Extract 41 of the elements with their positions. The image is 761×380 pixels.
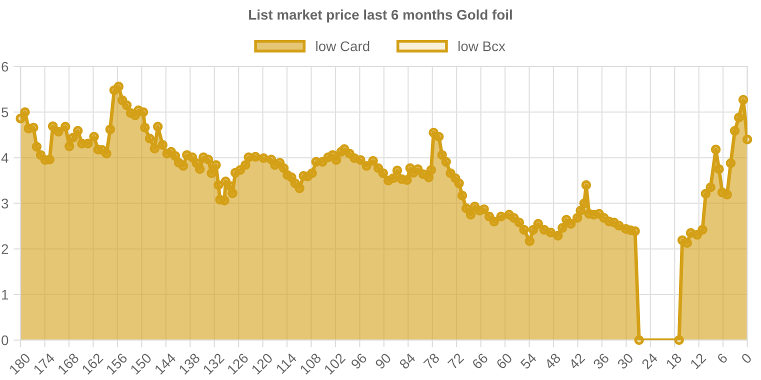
- x-tick-label: 108: [299, 352, 322, 375]
- x-tick-label: 132: [202, 352, 225, 375]
- x-tick-label: 138: [178, 352, 201, 375]
- x-tick-label: 96: [350, 352, 368, 370]
- y-tick-label: 6: [2, 62, 8, 72]
- y-tick-label: 2: [2, 244, 8, 254]
- y-tick-label: 0: [2, 335, 8, 346]
- x-tick-label: 162: [81, 352, 104, 375]
- x-tick-label: 6: [716, 352, 728, 364]
- x-tick-label: 0: [740, 352, 752, 364]
- x-tick-label: 84: [398, 352, 416, 370]
- chart-title: List market price last 6 months Gold foil: [249, 10, 512, 22]
- x-tick-label: 126: [226, 352, 249, 375]
- x-tick-label: 54: [520, 352, 538, 370]
- x-tick-label: 180: [8, 352, 31, 375]
- x-tick-label: 120: [251, 352, 274, 375]
- x-tick-label: 78: [423, 352, 440, 370]
- x-tick-label: 144: [154, 352, 176, 375]
- x-tick-label: 60: [496, 352, 513, 370]
- y-tick-label: 5: [2, 108, 8, 118]
- x-tick-label: 18: [666, 352, 682, 370]
- legend-label: low Card: [316, 41, 370, 52]
- x-tick-label: 114: [276, 352, 298, 374]
- x-tick-label: 12: [690, 352, 706, 370]
- x-tick-label: 42: [568, 352, 586, 370]
- x-tick-label: 102: [324, 352, 346, 375]
- x-tick-label: 30: [616, 352, 634, 370]
- x-tick-label: 156: [106, 352, 128, 375]
- x-tick-label: 48: [544, 352, 562, 370]
- x-tick-label: 168: [57, 352, 80, 375]
- y-tick-label: 4: [1, 153, 8, 163]
- x-tick-label: 72: [447, 352, 464, 370]
- x-tick-label: 24: [641, 352, 658, 370]
- x-tick-label: 150: [130, 352, 152, 375]
- x-tick-label: 174: [33, 352, 56, 375]
- x-tick-label: 90: [374, 352, 392, 370]
- x-tick-label: 36: [592, 352, 610, 370]
- x-tick-label: 66: [472, 352, 488, 370]
- legend-label: low Bcx: [458, 41, 506, 52]
- y-tick-label: 1: [2, 290, 8, 300]
- y-tick-label: 3: [2, 198, 8, 208]
